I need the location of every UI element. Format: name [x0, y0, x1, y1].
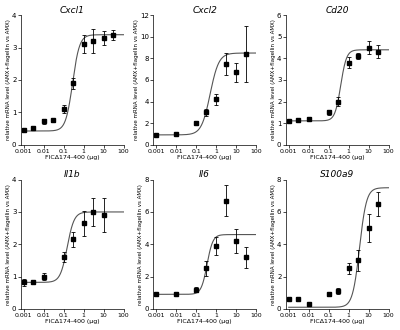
X-axis label: FlCΔ174-400 (μg): FlCΔ174-400 (μg): [45, 155, 100, 160]
X-axis label: FlCΔ174-400 (μg): FlCΔ174-400 (μg): [310, 319, 364, 324]
Title: Cxcl1: Cxcl1: [60, 6, 84, 15]
Y-axis label: relative mRNA level (AMX+flagellin vs AMX): relative mRNA level (AMX+flagellin vs AM…: [134, 19, 138, 140]
Y-axis label: relative mRNA level (AMX+flagellin vs AMX): relative mRNA level (AMX+flagellin vs AM…: [138, 184, 143, 305]
X-axis label: FlCΔ174-400 (μg): FlCΔ174-400 (μg): [310, 155, 364, 160]
Y-axis label: relative mRNA level (AMX+flagellin vs AMX): relative mRNA level (AMX+flagellin vs AM…: [270, 19, 276, 140]
X-axis label: FlCΔ174-400 (μg): FlCΔ174-400 (μg): [177, 319, 232, 324]
X-axis label: FlCΔ174-400 (μg): FlCΔ174-400 (μg): [45, 319, 100, 324]
Y-axis label: relative mRNA level (AMX+flagellin vs AMX): relative mRNA level (AMX+flagellin vs AM…: [6, 19, 10, 140]
Y-axis label: relative mRNA level (AMX+flagellin vs AMX): relative mRNA level (AMX+flagellin vs AM…: [6, 184, 10, 305]
X-axis label: FlCΔ174-400 (μg): FlCΔ174-400 (μg): [177, 155, 232, 160]
Title: Cd20: Cd20: [325, 6, 349, 15]
Title: S100a9: S100a9: [320, 170, 354, 179]
Title: Il6: Il6: [199, 170, 210, 179]
Y-axis label: relative mRNA level (AMX+flagellin vs AMX): relative mRNA level (AMX+flagellin vs AM…: [270, 184, 276, 305]
Title: Cxcl2: Cxcl2: [192, 6, 217, 15]
Title: Il1b: Il1b: [64, 170, 80, 179]
